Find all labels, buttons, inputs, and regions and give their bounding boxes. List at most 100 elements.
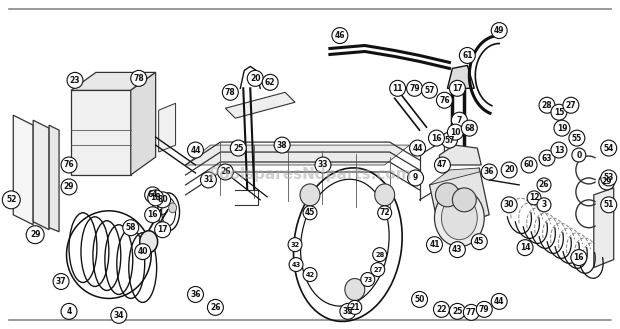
Circle shape <box>450 303 466 319</box>
Text: 49: 49 <box>494 26 505 35</box>
Text: 16: 16 <box>432 134 441 142</box>
Polygon shape <box>448 65 474 88</box>
Text: 79: 79 <box>479 305 490 314</box>
Circle shape <box>340 303 356 319</box>
Circle shape <box>315 157 331 173</box>
Circle shape <box>274 137 290 153</box>
Text: 21: 21 <box>350 303 360 312</box>
Text: 80: 80 <box>157 195 168 204</box>
Polygon shape <box>430 168 479 185</box>
Text: 0: 0 <box>576 151 582 160</box>
Circle shape <box>571 250 587 266</box>
Text: 22: 22 <box>436 305 446 314</box>
Text: 45: 45 <box>474 237 484 246</box>
Ellipse shape <box>441 196 477 240</box>
Circle shape <box>154 222 170 238</box>
Text: 4: 4 <box>66 307 72 316</box>
Circle shape <box>599 174 614 190</box>
Circle shape <box>61 179 77 195</box>
Text: 61: 61 <box>462 51 472 60</box>
Circle shape <box>428 130 445 146</box>
Polygon shape <box>71 72 156 90</box>
Text: 31: 31 <box>203 175 214 185</box>
Text: 72: 72 <box>379 208 390 217</box>
Text: 76: 76 <box>439 96 450 105</box>
Circle shape <box>471 234 487 250</box>
Circle shape <box>427 237 443 253</box>
Circle shape <box>371 263 384 277</box>
Circle shape <box>551 142 567 158</box>
Ellipse shape <box>169 203 177 213</box>
Text: 26: 26 <box>539 180 549 190</box>
Text: 52: 52 <box>6 195 17 204</box>
Circle shape <box>247 70 264 86</box>
Circle shape <box>288 238 302 252</box>
Circle shape <box>187 142 203 158</box>
Circle shape <box>450 242 466 258</box>
Text: 57: 57 <box>424 86 435 95</box>
Text: 43: 43 <box>291 262 301 267</box>
Text: 29: 29 <box>30 230 40 239</box>
Circle shape <box>332 28 348 43</box>
Polygon shape <box>440 145 481 165</box>
Text: 11: 11 <box>392 84 403 93</box>
Circle shape <box>537 198 551 212</box>
Circle shape <box>154 192 170 208</box>
Text: 40: 40 <box>138 247 148 256</box>
Ellipse shape <box>300 184 320 206</box>
Text: 64: 64 <box>148 190 158 199</box>
Text: 13: 13 <box>554 145 564 155</box>
Text: PoolsparesNdparts.com: PoolsparesNdparts.com <box>208 167 412 183</box>
Circle shape <box>450 80 466 96</box>
Text: 68: 68 <box>464 124 475 133</box>
Polygon shape <box>594 188 614 267</box>
Text: 3: 3 <box>541 200 547 209</box>
Text: 46: 46 <box>335 31 345 40</box>
Circle shape <box>218 164 233 180</box>
Text: 37: 37 <box>56 277 66 286</box>
Circle shape <box>501 197 517 213</box>
Text: 18: 18 <box>150 193 161 202</box>
Circle shape <box>441 132 458 148</box>
Circle shape <box>131 70 147 86</box>
Text: 29: 29 <box>64 182 74 191</box>
Circle shape <box>448 124 463 140</box>
Circle shape <box>289 258 303 271</box>
Circle shape <box>527 191 541 205</box>
Circle shape <box>601 170 617 186</box>
Text: 63: 63 <box>542 154 552 163</box>
Circle shape <box>378 206 392 220</box>
Text: 47: 47 <box>437 161 448 169</box>
Circle shape <box>491 293 507 309</box>
Circle shape <box>262 74 278 90</box>
Circle shape <box>208 299 223 316</box>
Circle shape <box>389 80 405 96</box>
Circle shape <box>601 140 617 156</box>
Text: 33: 33 <box>317 161 328 169</box>
Polygon shape <box>185 145 410 165</box>
Text: 34: 34 <box>113 311 124 320</box>
Circle shape <box>148 190 164 206</box>
Text: 19: 19 <box>557 124 567 133</box>
Polygon shape <box>49 125 59 232</box>
Circle shape <box>517 240 533 256</box>
Circle shape <box>481 164 497 180</box>
Circle shape <box>572 148 586 162</box>
Text: 17: 17 <box>452 84 463 93</box>
Text: 17: 17 <box>157 225 168 234</box>
Circle shape <box>459 47 476 63</box>
Circle shape <box>563 97 579 113</box>
Text: 44: 44 <box>412 143 423 153</box>
Circle shape <box>433 301 450 317</box>
Text: 36: 36 <box>190 290 201 299</box>
Text: 10: 10 <box>450 128 461 137</box>
Circle shape <box>412 291 428 307</box>
Circle shape <box>348 300 362 315</box>
Polygon shape <box>71 90 131 175</box>
Polygon shape <box>225 92 295 118</box>
Circle shape <box>451 112 467 128</box>
Ellipse shape <box>374 184 395 206</box>
Text: 25: 25 <box>233 143 244 153</box>
Circle shape <box>223 84 238 100</box>
Polygon shape <box>33 120 49 230</box>
